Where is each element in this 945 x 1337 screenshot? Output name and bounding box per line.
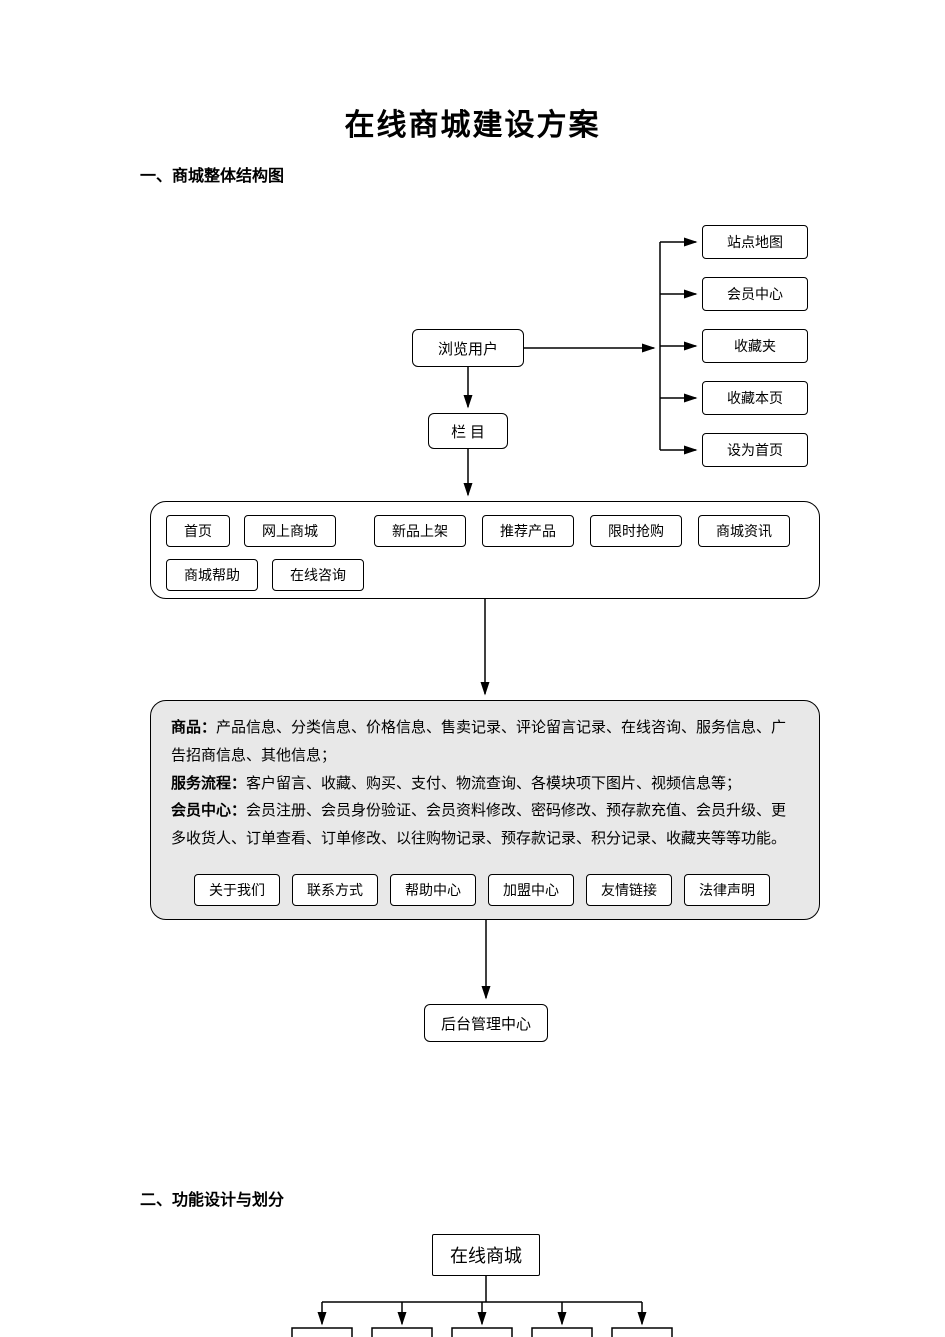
nav-rec: 推荐产品 <box>482 515 574 547</box>
para-member: 会员中心：会员注册、会员身份验证、会员资料修改、密码修改、预存款充值、会员升级、… <box>171 798 799 854</box>
footer-about: 关于我们 <box>194 874 280 906</box>
footer-help: 帮助中心 <box>390 874 476 906</box>
para-flow-label: 服务流程： <box>171 776 246 792</box>
para-member-label: 会员中心： <box>171 803 246 819</box>
para-goods-text: 产品信息、分类信息、价格信息、售卖记录、评论留言记录、在线咨询、服务信息、广告招… <box>171 720 786 764</box>
footer-join: 加盟中心 <box>488 874 574 906</box>
node-column: 栏 目 <box>428 413 508 449</box>
para-flow-text: 客户留言、收藏、购买、支付、物流查询、各模块项下图片、视频信息等； <box>246 776 741 792</box>
nav-home: 首页 <box>166 515 230 547</box>
nav-flash: 限时抢购 <box>590 515 682 547</box>
node-sitemap: 站点地图 <box>702 225 808 259</box>
node-favorites: 收藏夹 <box>702 329 808 363</box>
section-2-heading: 二、功能设计与划分 <box>140 1186 284 1210</box>
page: 在线商城建设方案 一、商城整体结构图 <box>0 0 945 1337</box>
footer-legal: 法律声明 <box>684 874 770 906</box>
section-1-heading: 一、商城整体结构图 <box>140 162 284 186</box>
para-member-text: 会员注册、会员身份验证、会员资料修改、密码修改、预存款充值、会员升级、更多收货人… <box>171 803 786 847</box>
para-goods: 商品：产品信息、分类信息、价格信息、售卖记录、评论留言记录、在线咨询、服务信息、… <box>171 715 799 771</box>
nav-help: 商城帮助 <box>166 559 258 591</box>
node-root2: 在线商城 <box>432 1234 540 1276</box>
nav-ask: 在线咨询 <box>272 559 364 591</box>
nav-new: 新品上架 <box>374 515 466 547</box>
footer-links: 友情链接 <box>586 874 672 906</box>
para-flow: 服务流程：客户留言、收藏、购买、支付、物流查询、各模块项下图片、视频信息等； <box>171 771 799 799</box>
node-sethome: 设为首页 <box>702 433 808 467</box>
nav-news: 商城资讯 <box>698 515 790 547</box>
node-user: 浏览用户 <box>412 329 524 367</box>
connectors <box>0 0 945 1337</box>
node-member: 会员中心 <box>702 277 808 311</box>
page-title: 在线商城建设方案 <box>0 100 945 144</box>
node-favpage: 收藏本页 <box>702 381 808 415</box>
nav-shop: 网上商城 <box>244 515 336 547</box>
node-backend: 后台管理中心 <box>424 1004 548 1042</box>
para-goods-label: 商品： <box>171 720 216 736</box>
footer-contact: 联系方式 <box>292 874 378 906</box>
